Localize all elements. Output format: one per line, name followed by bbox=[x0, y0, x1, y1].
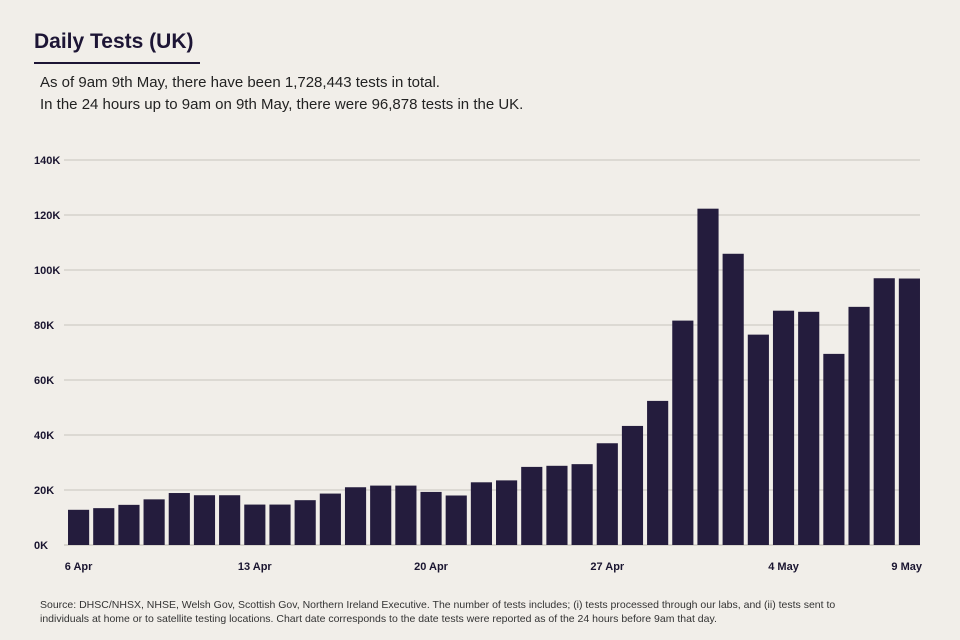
bar-12-apr bbox=[219, 495, 241, 545]
bar-18-apr bbox=[370, 485, 392, 545]
y-tick-label: 20K bbox=[34, 485, 54, 497]
x-tick-label: 13 Apr bbox=[238, 561, 273, 573]
source-note-line-1: Source: DHSC/NHSX, NHSE, Welsh Gov, Scot… bbox=[40, 599, 836, 611]
y-tick-label: 120K bbox=[34, 210, 60, 222]
bar-9-apr bbox=[143, 499, 165, 545]
subtitle-total-tests: As of 9am 9th May, there have been 1,728… bbox=[40, 74, 440, 91]
bar-23-apr bbox=[496, 480, 518, 546]
bar-7-may bbox=[848, 306, 870, 545]
bar-14-apr bbox=[269, 504, 291, 545]
x-tick-label: 6 Apr bbox=[65, 561, 93, 573]
x-tick-label: 27 Apr bbox=[590, 561, 625, 573]
y-axis-tick-labels: 0K 20K 40K 60K 80K 100K 120K 140K bbox=[34, 155, 60, 552]
y-tick-label: 0K bbox=[34, 540, 48, 552]
y-tick-label: 40K bbox=[34, 430, 54, 442]
source-note-line-2: individuals at home or to satellite test… bbox=[40, 613, 717, 625]
y-tick-label: 60K bbox=[34, 375, 54, 387]
bars bbox=[68, 208, 920, 546]
bar-8-apr bbox=[118, 504, 140, 545]
bar-26-apr bbox=[571, 464, 593, 545]
bar-4-may bbox=[772, 310, 795, 545]
bar-22-apr bbox=[470, 482, 492, 545]
x-tick-label: 9 May bbox=[891, 561, 922, 573]
y-tick-label: 140K bbox=[34, 155, 60, 167]
bar-13-apr bbox=[244, 504, 266, 545]
bar-28-apr bbox=[621, 425, 644, 545]
bar-6-may bbox=[823, 353, 845, 546]
bar-20-apr bbox=[420, 491, 442, 545]
y-tick-label: 100K bbox=[34, 265, 60, 277]
bar-11-apr bbox=[193, 495, 216, 545]
source-note: Source: DHSC/NHSX, NHSE, Welsh Gov, Scot… bbox=[40, 598, 920, 626]
y-tick-label: 80K bbox=[34, 320, 54, 332]
bar-9-may bbox=[898, 278, 920, 545]
x-tick-label: 4 May bbox=[768, 561, 799, 573]
bar-24-apr bbox=[521, 466, 543, 545]
bar-15-apr bbox=[294, 500, 316, 545]
bar-1-may bbox=[697, 208, 719, 545]
subtitle-daily-tests: In the 24 hours up to 9am on 9th May, th… bbox=[40, 96, 524, 113]
x-tick-label: 20 Apr bbox=[414, 561, 449, 573]
bar-17-apr bbox=[344, 487, 367, 545]
subtitle: As of 9am 9th May, there have been 1,728… bbox=[40, 72, 523, 116]
bar-5-may bbox=[798, 311, 820, 545]
bar-29-apr bbox=[647, 400, 669, 545]
bar-21-apr bbox=[445, 495, 467, 545]
bar-10-apr bbox=[168, 493, 190, 545]
bar-30-apr bbox=[672, 320, 694, 545]
bar-16-apr bbox=[319, 493, 341, 545]
bar-8-may bbox=[873, 278, 895, 545]
bar-27-apr bbox=[596, 443, 618, 545]
bar-6-apr bbox=[68, 509, 90, 545]
bar-7-apr bbox=[93, 508, 115, 545]
bar-25-apr bbox=[546, 465, 568, 545]
page-title: Daily Tests (UK) bbox=[34, 30, 200, 64]
bar-2-may bbox=[722, 253, 744, 545]
bar-3-may bbox=[747, 334, 769, 546]
bar-19-apr bbox=[395, 485, 417, 545]
x-axis-tick-labels: 6 Apr 13 Apr 20 Apr 27 Apr 4 May 9 May bbox=[65, 561, 923, 573]
